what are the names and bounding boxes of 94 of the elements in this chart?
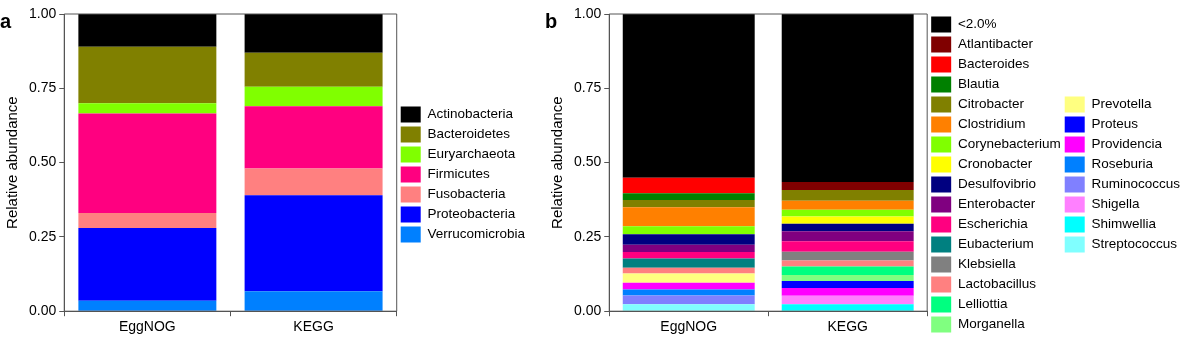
y-tick-label: 0.25 xyxy=(574,227,602,244)
bar xyxy=(78,103,217,114)
bar xyxy=(78,227,217,301)
bar xyxy=(78,46,217,104)
bar xyxy=(622,177,755,194)
legend-label: Citrobacter xyxy=(957,96,1025,112)
y-tick-label: 1.00 xyxy=(574,4,602,21)
bar xyxy=(622,273,755,283)
bar xyxy=(781,251,914,261)
legend-label: Bacteroidetes xyxy=(427,126,511,142)
bar xyxy=(781,200,914,210)
bar xyxy=(781,241,914,252)
legend-label: Proteobacteria xyxy=(427,206,516,222)
chart-title: a xyxy=(0,9,12,32)
legend-label: Escherichia xyxy=(957,216,1029,232)
bar xyxy=(244,86,383,107)
legend-label: Eubacterium xyxy=(957,236,1034,252)
bar xyxy=(622,258,755,268)
legend-label: <2.0% xyxy=(957,16,997,32)
bar xyxy=(781,274,914,281)
legend-label: Shigella xyxy=(1091,196,1140,212)
bar xyxy=(622,282,755,290)
legend-label: Blautia xyxy=(957,76,1000,92)
legend-label: Shimwellia xyxy=(1091,216,1157,232)
bar xyxy=(244,14,383,53)
bar xyxy=(78,300,217,311)
y-tick-label: 0.00 xyxy=(574,302,602,319)
bar xyxy=(622,295,755,305)
legend-label: Proteus xyxy=(1091,116,1139,132)
bar xyxy=(781,14,914,182)
y-axis-title: Relative abundance xyxy=(3,96,21,229)
legend-label: Bacteroides xyxy=(957,56,1030,72)
bar xyxy=(622,14,755,178)
bar xyxy=(244,106,383,169)
x-tick-label: EggNOG xyxy=(660,318,718,335)
y-tick-label: 0.50 xyxy=(574,153,602,170)
legend-label: Fusobacteria xyxy=(427,186,506,202)
legend-label: Prevotella xyxy=(1091,96,1152,112)
bar xyxy=(781,189,914,201)
legend-label: Lelliottia xyxy=(957,296,1008,312)
x-tick-label: KEGG xyxy=(827,318,868,335)
bar xyxy=(244,291,383,311)
bar xyxy=(781,223,914,232)
legend-label: Klebsiella xyxy=(957,256,1017,272)
y-tick-label: 0.75 xyxy=(29,79,57,96)
legend-label: Cronobacter xyxy=(957,156,1033,172)
bar xyxy=(78,14,217,47)
bar xyxy=(781,288,914,296)
bar xyxy=(622,304,755,311)
bar xyxy=(781,260,914,267)
bar xyxy=(622,207,755,227)
chart-title: b xyxy=(545,9,558,32)
bar xyxy=(244,168,383,196)
bar xyxy=(622,252,755,259)
legend-label: Providencia xyxy=(1091,136,1163,152)
bar xyxy=(781,216,914,224)
y-tick-label: 1.00 xyxy=(29,4,57,21)
bar xyxy=(78,113,217,214)
x-tick-label: EggNOG xyxy=(118,318,176,335)
legend-label: Morganella xyxy=(957,316,1026,332)
bar xyxy=(622,200,755,208)
bar xyxy=(781,266,914,275)
legend-label: Euryarchaeota xyxy=(427,146,516,162)
x-tick-label: KEGG xyxy=(293,318,334,335)
legend-label: Desulfovibrio xyxy=(957,176,1036,192)
bar xyxy=(78,213,217,228)
legend-label: Actinobacteria xyxy=(427,106,514,122)
bar xyxy=(622,234,755,245)
legend-label: Corynebacterium xyxy=(957,136,1061,152)
bar xyxy=(622,226,755,235)
bar xyxy=(781,181,914,190)
y-axis-title: Relative abundance xyxy=(548,96,566,229)
legend-label: Clostridium xyxy=(957,116,1026,132)
bar xyxy=(781,304,914,311)
bar xyxy=(622,244,755,253)
legend-label: Firmicutes xyxy=(427,166,490,182)
bar xyxy=(244,195,383,292)
bar xyxy=(781,295,914,305)
bar xyxy=(781,231,914,242)
y-tick-label: 0.50 xyxy=(29,153,57,170)
y-tick-label: 0.00 xyxy=(29,302,57,319)
y-tick-label: 0.25 xyxy=(29,227,57,244)
bar xyxy=(244,52,383,87)
legend-label: Roseburia xyxy=(1091,156,1154,172)
legend-label: Enterobacter xyxy=(957,196,1036,212)
legend-label: Atlantibacter xyxy=(957,36,1034,52)
bar xyxy=(781,209,914,217)
bar xyxy=(781,280,914,289)
bar xyxy=(622,193,755,201)
legend-label: Ruminococcus xyxy=(1091,176,1181,192)
legend-label: Lactobacillus xyxy=(957,276,1037,292)
legend-label: Streptococcus xyxy=(1091,236,1178,252)
legend-label: Verrucomicrobia xyxy=(427,226,526,242)
y-tick-label: 0.75 xyxy=(574,79,602,96)
